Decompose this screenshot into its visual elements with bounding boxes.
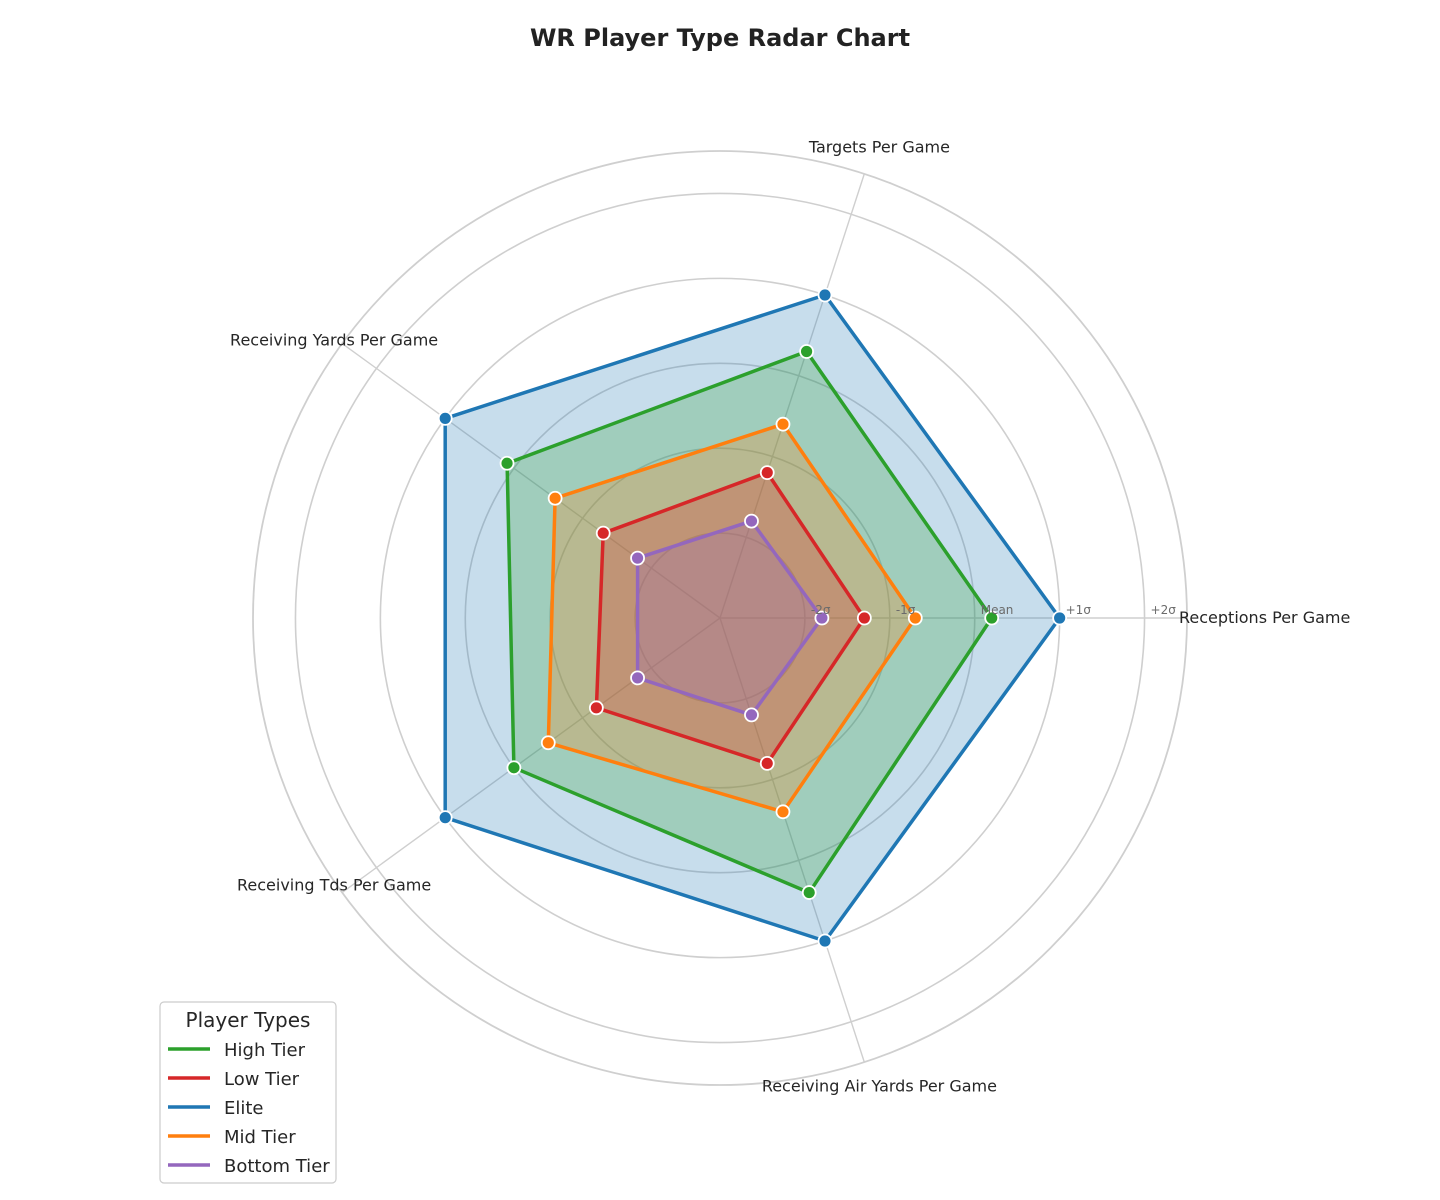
data-point [595,525,611,541]
legend-item: High Tier [168,1040,306,1061]
series-line [635,519,824,717]
data-point [630,550,645,566]
legend-item: Low Tier [168,1069,300,1090]
data-point [588,700,604,716]
data-point [801,885,817,900]
axis-spoke [719,173,865,619]
series-line [443,293,1062,943]
series-area [637,521,822,715]
ring-label: Mean [981,603,1014,617]
ring-label: -2σ [811,603,831,617]
data-point [437,810,453,826]
data-point [547,490,563,506]
series-low-tier [588,465,872,771]
data-point [759,465,775,481]
data-point [817,933,833,949]
series-area [507,351,992,893]
data-point [506,760,522,776]
data-point [499,455,515,471]
axis-spoke [341,342,721,619]
axis-labels: Receptions Per Game Targets Per Game Recei… [230,137,1350,1095]
data-point [744,513,759,529]
data-point [744,707,759,723]
legend-label: Elite [224,1098,264,1119]
data-point [775,416,791,432]
legend-item: Bottom Tier [168,1156,330,1177]
data-point [630,670,645,686]
legend-label: Low Tier [224,1069,300,1090]
axis-label: Receptions Per Game [1179,608,1350,627]
legend-title: Player Types [186,1008,311,1032]
series-elite [437,287,1068,949]
legend-label: Bottom Tier [224,1156,330,1177]
data-point [984,610,1000,626]
legend-item: Mid Tier [168,1127,296,1148]
series-area [445,295,1060,941]
chart-title: WR Player Type Radar Chart [530,24,910,52]
axis-label: Receiving Tds Per Game [237,875,431,894]
data-point [814,610,830,626]
data-point [799,344,814,359]
data-point [540,735,556,751]
ring-labels: -2σ -1σ Mean +1σ +2σ [811,603,1176,617]
data-point [1052,610,1068,626]
axis-label: Receiving Yards Per Game [230,331,438,350]
legend-items: High Tier Low Tier Elite Mid Tier Bottom Tie… [168,1040,330,1177]
axis-label: Targets Per Game [808,137,950,156]
ring-label: +1σ [1066,603,1092,617]
axis-spoke [719,617,865,1063]
legend: Player Types High Tier Low Tier Elite Mid T… [159,1001,337,1184]
data-point [759,755,775,771]
axis-label: Receiving Air Yards Per Game [762,1077,997,1096]
legend-item: Elite [168,1098,264,1119]
series-area [596,472,865,764]
series-line [505,349,994,895]
data-point [437,410,453,426]
series-line [594,470,867,766]
series-layer [437,287,1068,949]
data-point [775,804,791,820]
series-bottom-tier [630,513,830,723]
series-line [546,422,918,814]
legend-label: High Tier [224,1040,306,1061]
legend-label: Mid Tier [224,1127,296,1148]
data-point [817,287,833,303]
series-high-tier [499,344,1000,900]
data-point [856,610,872,626]
ring-label: -1σ [896,603,916,617]
ring-label: +2σ [1151,603,1177,617]
data-point [907,610,923,626]
axis-spoke [341,617,721,894]
